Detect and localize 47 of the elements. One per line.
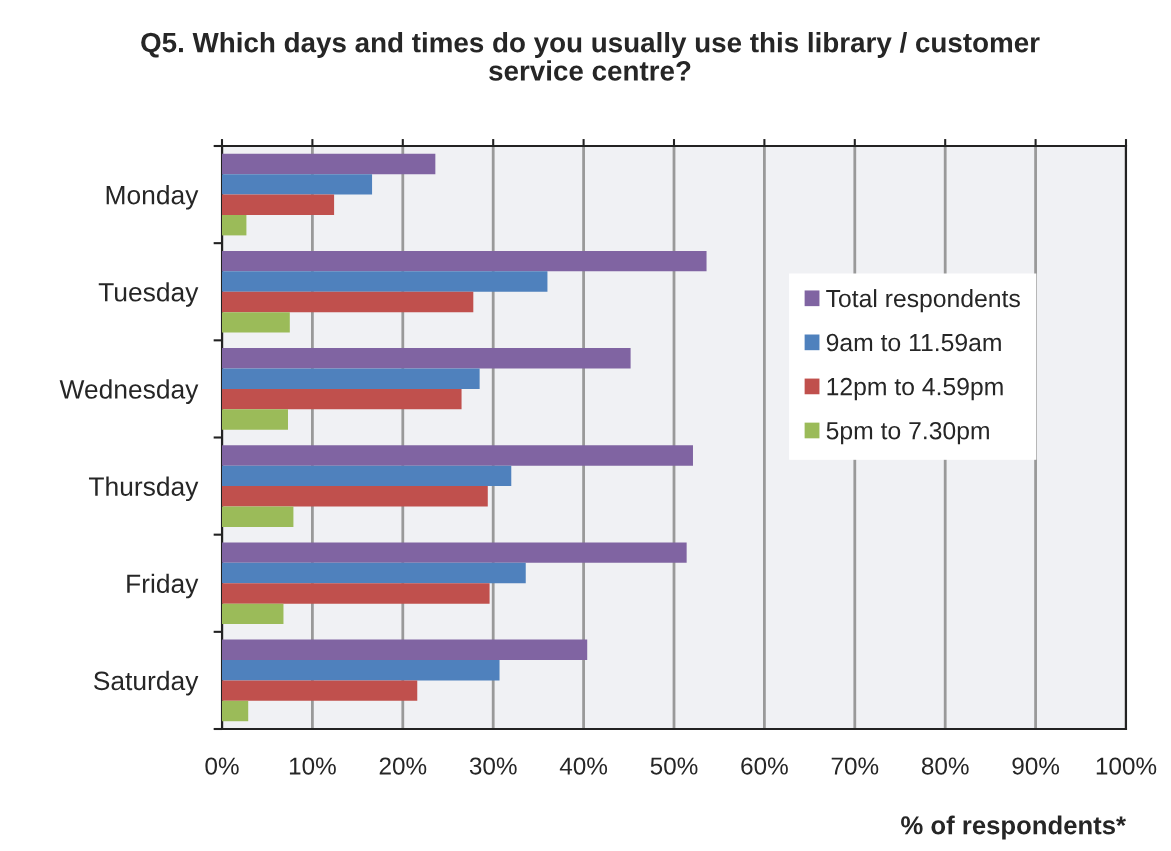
y-tick-label: Monday: [106, 185, 199, 210]
bar: [222, 194, 335, 215]
bar: [222, 153, 436, 175]
y-tick-label: Saturday: [93, 670, 199, 696]
y-tick-label: Wednesday: [59, 379, 199, 404]
x-axis-title: % of respondents*: [901, 815, 1126, 840]
x-tick-label: 50%: [650, 757, 698, 775]
bar: [222, 271, 548, 292]
bar: [222, 486, 488, 507]
bar: [222, 506, 294, 527]
x-tick-label: 80%: [921, 757, 969, 775]
x-tick-label: 0%: [205, 757, 239, 775]
bar: [222, 174, 373, 195]
bar: [222, 680, 418, 701]
bar: [222, 445, 693, 466]
x-tick-label: 10%: [289, 757, 336, 775]
x-tick-label: 20%: [379, 757, 427, 775]
bar: [222, 465, 512, 487]
legend-label: 5pm to 7.30pm: [826, 421, 989, 445]
x-tick-label: 30%: [469, 757, 517, 775]
y-tick-label: Friday: [127, 573, 199, 599]
bar: [222, 409, 288, 430]
bar: [222, 660, 500, 681]
x-tick-label: 40%: [559, 757, 608, 775]
bar: [222, 562, 526, 584]
bar: [222, 214, 247, 236]
legend-label: Total respondents: [826, 289, 1020, 313]
legend-label: 12pm to 4.59pm: [827, 377, 1003, 401]
y-tick-label: Tuesday: [98, 282, 199, 307]
bar: [222, 388, 462, 410]
chart-title: Q5. Which days and times do you usually use this library / customer service centre?: [141, 32, 1040, 81]
bar: [222, 639, 588, 661]
bar: [222, 583, 490, 604]
x-tick-label: 70%: [831, 757, 879, 775]
bar: [222, 368, 480, 389]
bar: [222, 603, 284, 625]
bar: [222, 542, 687, 563]
x-tick-label: 90%: [1012, 757, 1060, 775]
bar: [222, 291, 474, 313]
bar: [222, 700, 249, 722]
x-tick-label: 60%: [741, 757, 788, 775]
bar: [222, 312, 290, 333]
bar: [222, 348, 631, 369]
y-tick-label: Thursday: [88, 476, 199, 502]
bar: [222, 250, 707, 272]
legend-label: 9am to 11.59am: [826, 333, 1001, 352]
x-tick-label: 100%: [1096, 757, 1157, 775]
